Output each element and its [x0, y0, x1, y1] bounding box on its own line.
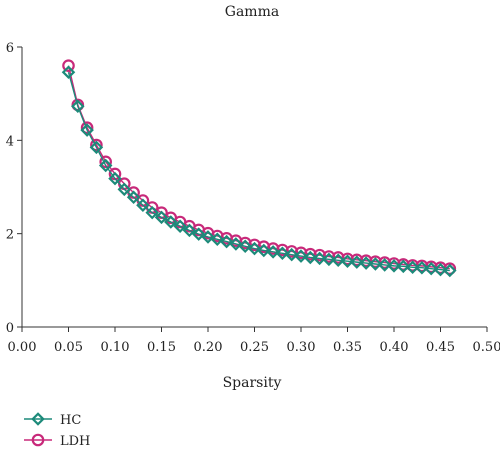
data-point: [108, 171, 122, 186]
axes: 0.00 0.05 0.10 0.15 0.20 0.25 0.30 0.35 0.40 0.45…: [6, 41, 500, 355]
data-point: [90, 138, 103, 152]
data-point: [405, 260, 420, 275]
data-point: [71, 99, 85, 114]
x-tick-label: 0.45: [426, 340, 455, 355]
data-point: [229, 237, 243, 251]
x-axis-label: Sparsity: [223, 375, 282, 391]
data-point: [312, 251, 327, 266]
legend-label: HC: [60, 413, 81, 428]
x-tick-label: 0.30: [287, 340, 316, 355]
data-point: [424, 261, 438, 276]
data-point: [238, 239, 252, 254]
x-tick-label: 0.50: [473, 340, 500, 355]
data-point: [154, 210, 169, 225]
legend-item-hc: HC: [24, 412, 81, 428]
data-point: [433, 262, 448, 277]
data-point: [377, 258, 392, 272]
legend: HC LDH: [24, 412, 90, 449]
y-tick-label: 6: [6, 41, 14, 56]
data-point: [145, 205, 159, 220]
data-point: [126, 190, 141, 205]
x-tick-label: 0.10: [101, 340, 130, 355]
series-ldh: [62, 59, 457, 275]
data-point: [99, 155, 112, 169]
data-point: [164, 215, 178, 229]
series-layer: [61, 59, 457, 278]
data-point: [359, 256, 373, 270]
legend-label: LDH: [60, 434, 90, 449]
data-point: [80, 121, 94, 135]
data-point: [387, 259, 401, 273]
x-tick-label: 0.20: [194, 340, 223, 355]
data-point: [117, 182, 132, 197]
data-point: [331, 253, 345, 268]
data-point: [89, 140, 104, 155]
data-point: [257, 243, 271, 258]
data-point: [219, 234, 234, 249]
data-point: [136, 198, 150, 212]
data-point: [415, 260, 429, 275]
x-tick-label: 0.25: [240, 340, 269, 355]
data-point: [303, 250, 318, 265]
data-point: [443, 263, 457, 278]
data-point: [322, 252, 336, 267]
data-point: [61, 65, 76, 79]
data-point: [210, 232, 225, 247]
x-tick-label: 0.15: [147, 340, 176, 355]
series-line: [67, 65, 450, 270]
legend-item-ldh: LDH: [24, 433, 90, 449]
data-point: [173, 219, 187, 233]
data-point: [266, 245, 280, 259]
y-tick-label: 2: [6, 228, 14, 243]
y-tick-label: 4: [6, 134, 14, 149]
data-point: [284, 247, 299, 262]
data-point: [182, 223, 197, 238]
data-point: [294, 249, 308, 263]
legend-marker: [31, 433, 45, 447]
series-hc: [61, 65, 457, 278]
data-point: [191, 227, 206, 241]
data-point: [396, 259, 411, 274]
data-point: [80, 123, 94, 137]
data-point: [201, 230, 215, 244]
data-point: [247, 241, 262, 256]
x-tick-label: 0.40: [380, 340, 409, 355]
x-tick-label: 0.00: [8, 340, 37, 355]
data-point: [98, 158, 113, 173]
x-tick-label: 0.35: [333, 340, 362, 355]
data-point: [275, 246, 290, 261]
data-point: [368, 257, 383, 271]
data-point: [62, 59, 75, 72]
x-tick-label: 0.05: [54, 340, 83, 355]
chart-title: Gamma: [225, 4, 279, 20]
data-point: [340, 254, 355, 268]
y-tick-label: 0: [6, 321, 14, 336]
legend-marker: [31, 412, 45, 426]
data-point: [350, 255, 364, 269]
